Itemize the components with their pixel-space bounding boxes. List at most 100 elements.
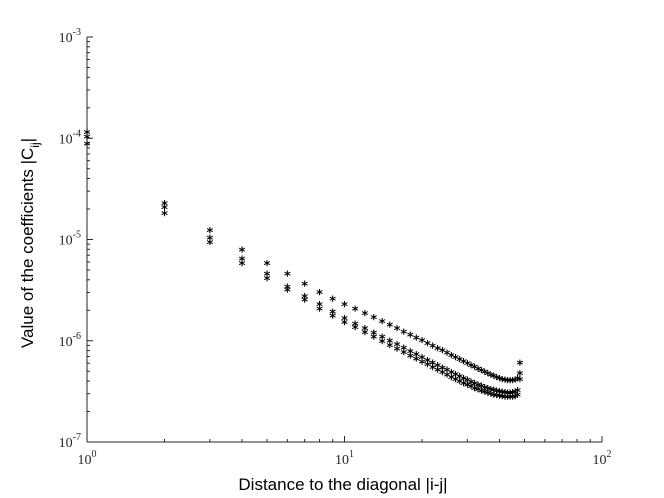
data-points: ******** * * * * * * * * * * **********************… — [84, 128, 524, 407]
data-point: * — [507, 392, 514, 407]
data-point: * — [439, 346, 446, 361]
data-point: * — [507, 388, 514, 403]
data-point: * — [341, 318, 348, 333]
y-axis-label-subscript: ij — [28, 142, 42, 147]
data-point: * — [464, 381, 471, 396]
data-point: * — [352, 305, 359, 320]
data-point: * — [496, 392, 503, 407]
data-point: * — [468, 361, 475, 376]
data-point: * — [429, 358, 436, 373]
data-point: * — [471, 363, 478, 378]
data-point: * — [400, 348, 407, 363]
data-point: * — [499, 375, 506, 390]
data-point: * — [487, 385, 494, 400]
data-point: * — [239, 255, 246, 270]
data-point: * — [512, 388, 519, 403]
data-point: * — [284, 286, 291, 301]
data-point: * — [504, 392, 511, 407]
data-point: * — [424, 360, 431, 375]
data-point: * — [471, 384, 478, 399]
y-tick-base: 10 — [59, 436, 73, 451]
data-point: * — [499, 388, 506, 403]
svg-text:Value of the coefficients |Cij: Value of the coefficients |Cij| — [18, 138, 42, 348]
data-point: * — [84, 139, 91, 154]
data-point: * — [493, 391, 500, 406]
data-point: * — [400, 327, 407, 342]
y-tick-exponent: -7 — [73, 432, 81, 443]
data-point: * — [481, 388, 488, 403]
data-point: * — [478, 387, 485, 402]
data-point: * — [484, 389, 491, 404]
tick-marks — [86, 36, 603, 443]
data-point: * — [370, 313, 377, 328]
data-point: * — [352, 319, 359, 334]
data-point: * — [517, 369, 524, 384]
data-point: * — [429, 363, 436, 378]
data-point: * — [452, 375, 459, 390]
data-point: * — [434, 344, 441, 359]
data-point: * — [460, 357, 467, 372]
data-point: * — [509, 376, 516, 391]
data-point: * — [502, 376, 509, 391]
data-point: * — [478, 382, 485, 397]
data-point: * — [161, 199, 168, 214]
data-point: * — [475, 364, 482, 379]
data-point: * — [448, 368, 455, 383]
data-point: * — [509, 388, 516, 403]
data-point: * — [487, 370, 494, 385]
data-point: * — [352, 323, 359, 338]
data-point: * — [456, 377, 463, 392]
data-point: * — [496, 387, 503, 402]
data-point: * — [504, 376, 511, 391]
y-tick-base: 10 — [59, 132, 73, 147]
data-point: * — [386, 337, 393, 352]
y-tick-exponent: -3 — [73, 27, 81, 38]
data-point: * — [507, 376, 514, 391]
x-tick-base: 10 — [78, 453, 92, 468]
y-tick-label: 10-7 — [59, 432, 81, 451]
y-tick-label: 10-4 — [59, 128, 81, 147]
data-point: * — [464, 359, 471, 374]
data-point: * — [206, 238, 213, 253]
data-point: * — [264, 259, 271, 274]
data-point: * — [284, 282, 291, 297]
data-point: * — [329, 308, 336, 323]
data-point: * — [386, 321, 393, 336]
x-tick-exponent: 0 — [92, 449, 97, 460]
data-point: * — [484, 384, 491, 399]
data-point: * — [444, 370, 451, 385]
data-point: * — [504, 388, 511, 403]
data-point: * — [379, 317, 386, 332]
data-point: * — [464, 376, 471, 391]
data-point: * — [460, 379, 467, 394]
data-point: * — [481, 383, 488, 398]
data-point: * — [239, 246, 246, 261]
data-point: * — [161, 209, 168, 224]
data-point: * — [448, 373, 455, 388]
data-point: * — [475, 385, 482, 400]
data-point: * — [514, 391, 521, 406]
data-point: * — [487, 390, 494, 405]
data-point: * — [424, 356, 431, 371]
data-point: * — [379, 337, 386, 352]
y-tick-base: 10 — [59, 335, 73, 350]
data-point: * — [493, 373, 500, 388]
data-point: * — [481, 367, 488, 382]
x-tick-label: 102 — [593, 449, 612, 468]
data-point: * — [499, 392, 506, 407]
data-point: * — [413, 333, 420, 348]
data-point: * — [502, 388, 509, 403]
data-point: * — [424, 339, 431, 354]
data-point: * — [407, 347, 414, 362]
data-point: * — [478, 366, 485, 381]
data-point: * — [341, 300, 348, 315]
data-point: * — [370, 333, 377, 348]
data-point: * — [301, 280, 308, 295]
data-point: * — [439, 364, 446, 379]
data-point: * — [361, 324, 368, 339]
data-point: * — [512, 392, 519, 407]
data-point: * — [452, 353, 459, 368]
data-point: * — [471, 379, 478, 394]
data-point: * — [475, 380, 482, 395]
